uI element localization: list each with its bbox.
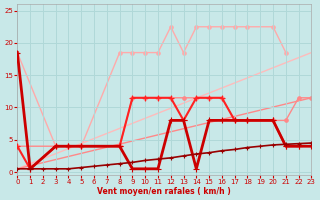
- X-axis label: Vent moyen/en rafales ( km/h ): Vent moyen/en rafales ( km/h ): [98, 187, 231, 196]
